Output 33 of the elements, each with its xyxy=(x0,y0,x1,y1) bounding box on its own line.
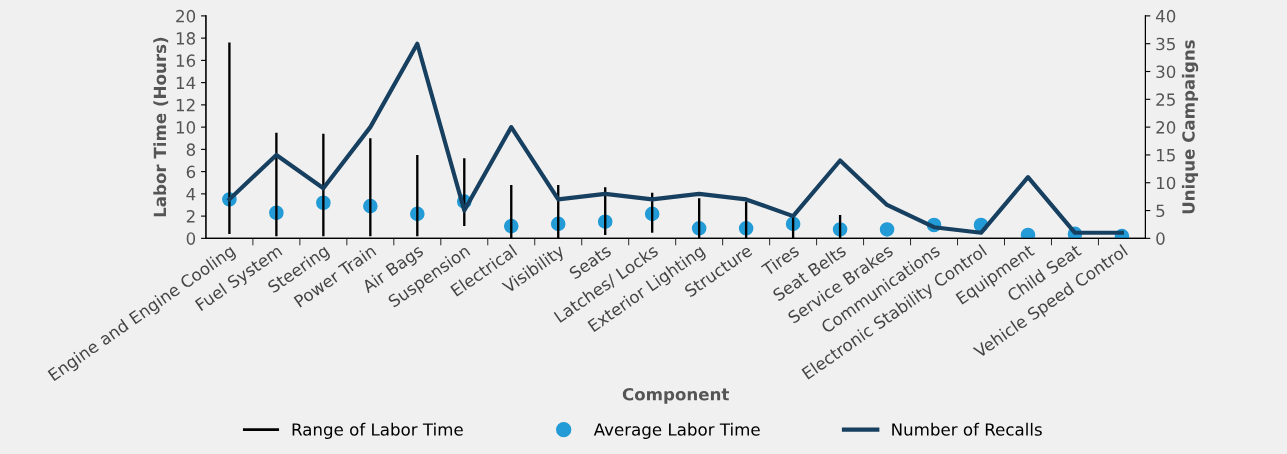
legend-label: Range of Labor Time xyxy=(292,422,463,439)
x-tick-label: Tires xyxy=(760,243,800,277)
y2-tick-label: 15 xyxy=(1156,149,1175,162)
bar xyxy=(228,42,231,234)
x-axis-title: Component xyxy=(622,387,730,404)
y-tick-label: 20 xyxy=(176,9,196,23)
y-tick-label: 10 xyxy=(176,121,196,134)
legend-label: Average Labor Time xyxy=(593,422,760,439)
legend-label: Number of Recalls xyxy=(892,422,1042,436)
y-tick-label: 0 xyxy=(186,232,196,245)
y-tick-label: 12 xyxy=(176,98,195,112)
bar xyxy=(275,132,278,237)
y2-tick-label: 5 xyxy=(1156,204,1165,218)
y2-axis-title: Unique Campaigns xyxy=(1181,40,1199,214)
bar xyxy=(322,133,325,237)
y2-tick-label: 40 xyxy=(1155,9,1176,23)
y-axis-title: Labor Time (Hours) xyxy=(153,37,169,217)
y-tick-label: 2 xyxy=(186,210,195,223)
y2-tick-label: 25 xyxy=(1156,93,1175,106)
y2-tick-label: 30 xyxy=(1156,65,1176,79)
y-tick-label: 4 xyxy=(186,188,196,201)
y-tick-label: 6 xyxy=(186,165,196,179)
point xyxy=(1020,227,1036,239)
y-tick-label: 14 xyxy=(176,76,196,89)
y2-tick-label: 10 xyxy=(1156,176,1176,190)
y-tick-label: 16 xyxy=(176,54,196,67)
point xyxy=(879,222,895,237)
y2-tick-label: 35 xyxy=(1156,37,1175,51)
y-tick-label: 8 xyxy=(186,143,196,156)
y-tick-label: 18 xyxy=(176,32,196,45)
y2-tick-label: 20 xyxy=(1156,121,1176,134)
bar xyxy=(369,138,372,237)
y2-tick-label: 0 xyxy=(1156,232,1165,245)
